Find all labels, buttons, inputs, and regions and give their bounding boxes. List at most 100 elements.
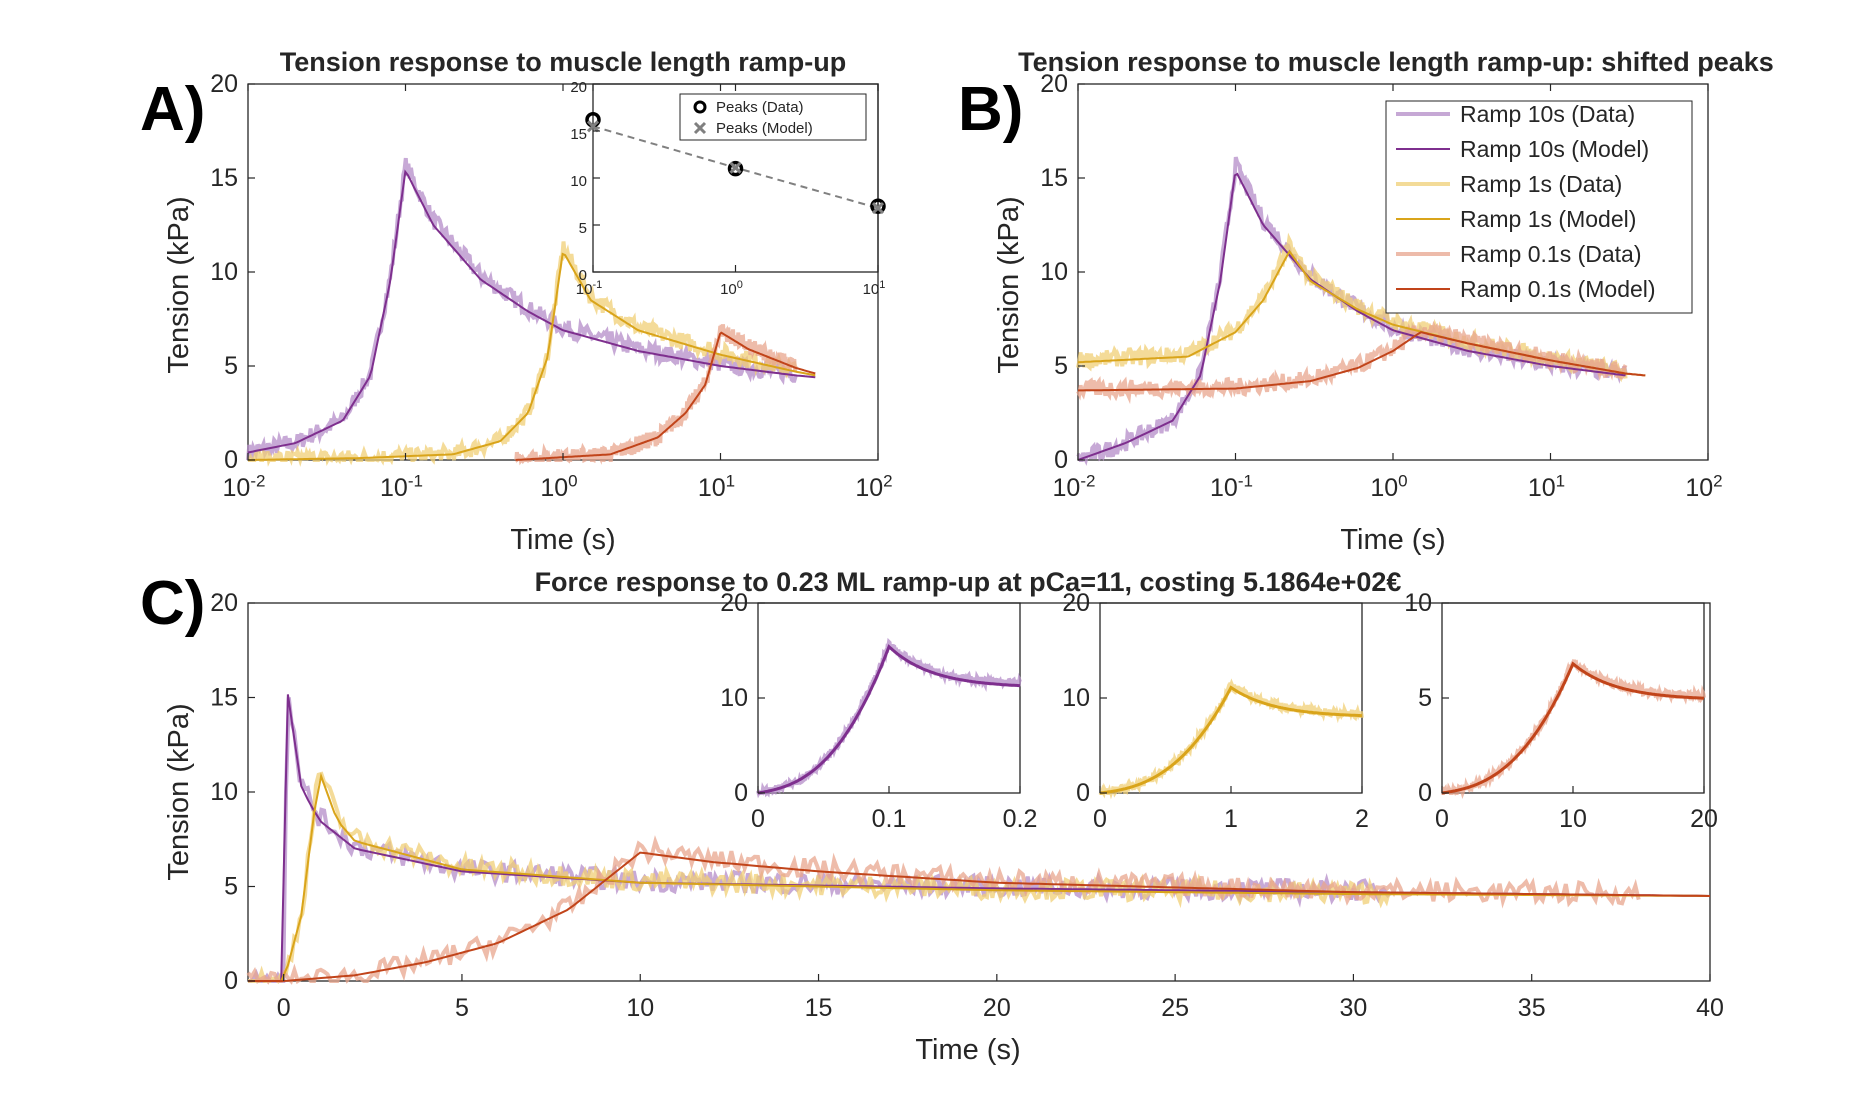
inset-data-ramp1 [1098,678,1364,800]
panel-b: B) Tension response to muscle length ram… [958,47,1774,556]
series-ramp10-data [248,697,1391,983]
panel-c-title: Force response to 0.23 ML ramp-up at pCa… [535,567,1402,597]
panel-a-plot [246,157,816,467]
y-tick-label: 10 [210,258,238,286]
series-ramp1-data [247,241,798,467]
inset-model-ramp1 [1099,685,1362,795]
panel-a: A) Tension response to muscle length ram… [140,47,893,556]
series-ramp01-model [1078,331,1646,392]
x-tick-label: 0 [277,994,291,1022]
y-tick-label: 5 [579,220,587,237]
panel-c-axes [247,602,1711,982]
legend-box [1385,100,1693,314]
x-tick-label: 25 [1161,994,1189,1022]
panel-c-inset-ramp01: 0 10 20 0 5 10 [1404,589,1718,833]
y-tick-label: 10 [1404,589,1432,617]
x-tick-label: 101 [1528,472,1565,502]
panel-a-ylabel: Tension (kPa) [163,196,195,373]
peak-model-point [586,120,600,133]
series-ramp01-model [248,851,1711,982]
x-tick-label: 10 [626,994,654,1022]
x-tick-label: 100 [540,472,577,502]
peak-data-point [870,198,886,214]
panel-b-title: Tension response to muscle length ramp-u… [1018,47,1774,77]
y-tick-label: 15 [210,164,238,192]
x-tick-label: 20 [983,994,1011,1022]
panel-a-ticks: 10-2 10-1 100 101 102 0 5 10 15 20 [210,70,892,502]
x-tick-label: 102 [855,472,892,502]
series-ramp01-data [514,324,798,466]
x-tick-label: 2 [1355,805,1369,833]
y-tick-label: 20 [1062,589,1090,617]
inset-data-ramp10 [756,637,1022,799]
series-ramp10-model [1077,172,1626,461]
panel-c-inset-ramp10: 0 0.1 0.2 0 10 20 [720,589,1037,833]
x-tick-label: 0.2 [1003,805,1038,833]
panel-b-xlabel: Time (s) [1340,524,1445,556]
x-tick-label: 100 [1370,472,1407,502]
legend-label: Ramp 1s (Model) [1460,206,1636,232]
legend-label: Ramp 0.1s (Model) [1460,276,1656,302]
x-tick-label: 35 [1518,994,1546,1022]
y-tick-label: 15 [1040,164,1068,192]
inset-axes [1099,602,1363,794]
panel-label-b: B) [958,75,1023,144]
x-tick-label: 15 [805,994,833,1022]
panel-label-a: A) [140,75,205,144]
y-tick-label: 20 [210,589,238,617]
panel-a-inset-plot [585,111,886,215]
inset-axes [1441,602,1705,794]
y-tick-label: 0 [224,967,238,995]
inset-model-ramp01 [1441,661,1705,795]
x-tick-label: 0.1 [872,805,907,833]
x-tick-label: 101 [863,279,886,298]
x-tick-label: 20 [1690,805,1718,833]
panel-label-c: C) [140,569,205,638]
y-tick-label: 15 [210,684,238,712]
y-tick-label: 15 [570,126,587,143]
y-tick-label: 5 [1054,352,1068,380]
y-tick-label: 20 [210,70,238,98]
y-tick-label: 0 [1054,446,1068,474]
y-tick-label: 20 [570,79,587,96]
peak-model-point [871,202,885,215]
x-tick-label: 1 [1224,805,1238,833]
panel-a-inset-legend: Peaks (Data) Peaks (Model) [679,93,867,141]
y-tick-label: 0 [579,267,587,284]
x-tick-label: 30 [1340,994,1368,1022]
panel-c-xlabel: Time (s) [915,1034,1020,1066]
x-tick-label: 102 [1685,472,1722,502]
panel-c: C) Force response to 0.23 ML ramp-up at … [140,567,1724,1066]
panel-b-ylabel: Tension (kPa) [993,196,1025,373]
peak-data-point [727,160,744,177]
y-tick-label: 20 [720,589,748,617]
y-tick-label: 0 [224,446,238,474]
legend-label-peaks-data: Peaks (Data) [716,99,804,116]
legend-label: Ramp 0.1s (Data) [1460,241,1642,267]
inset-legend-box [679,93,867,141]
y-tick-label: 10 [210,778,238,806]
y-tick-label: 0 [1076,779,1090,807]
legend-label: Ramp 1s (Data) [1460,171,1622,197]
inset-axes [757,602,1021,794]
x-tick-label: 10-1 [1210,472,1253,502]
y-tick-label: 10 [1062,684,1090,712]
y-tick-label: 0 [734,779,748,807]
x-tick-label: 10-2 [223,472,266,502]
y-tick-label: 10 [1040,258,1068,286]
legend-marker-peaks-model [693,121,707,135]
panel-b-plot [1076,156,1646,466]
x-tick-label: 10-1 [380,472,423,502]
x-tick-label: 10-2 [1053,472,1096,502]
legend-marker-peaks-data [693,100,707,114]
y-tick-label: 5 [1418,684,1432,712]
x-tick-label: 101 [698,472,735,502]
inset-model-ramp10 [757,644,1020,795]
panel-a-title: Tension response to muscle length ramp-u… [280,47,847,77]
series-ramp01-model [515,331,816,461]
x-tick-label: 40 [1696,994,1724,1022]
